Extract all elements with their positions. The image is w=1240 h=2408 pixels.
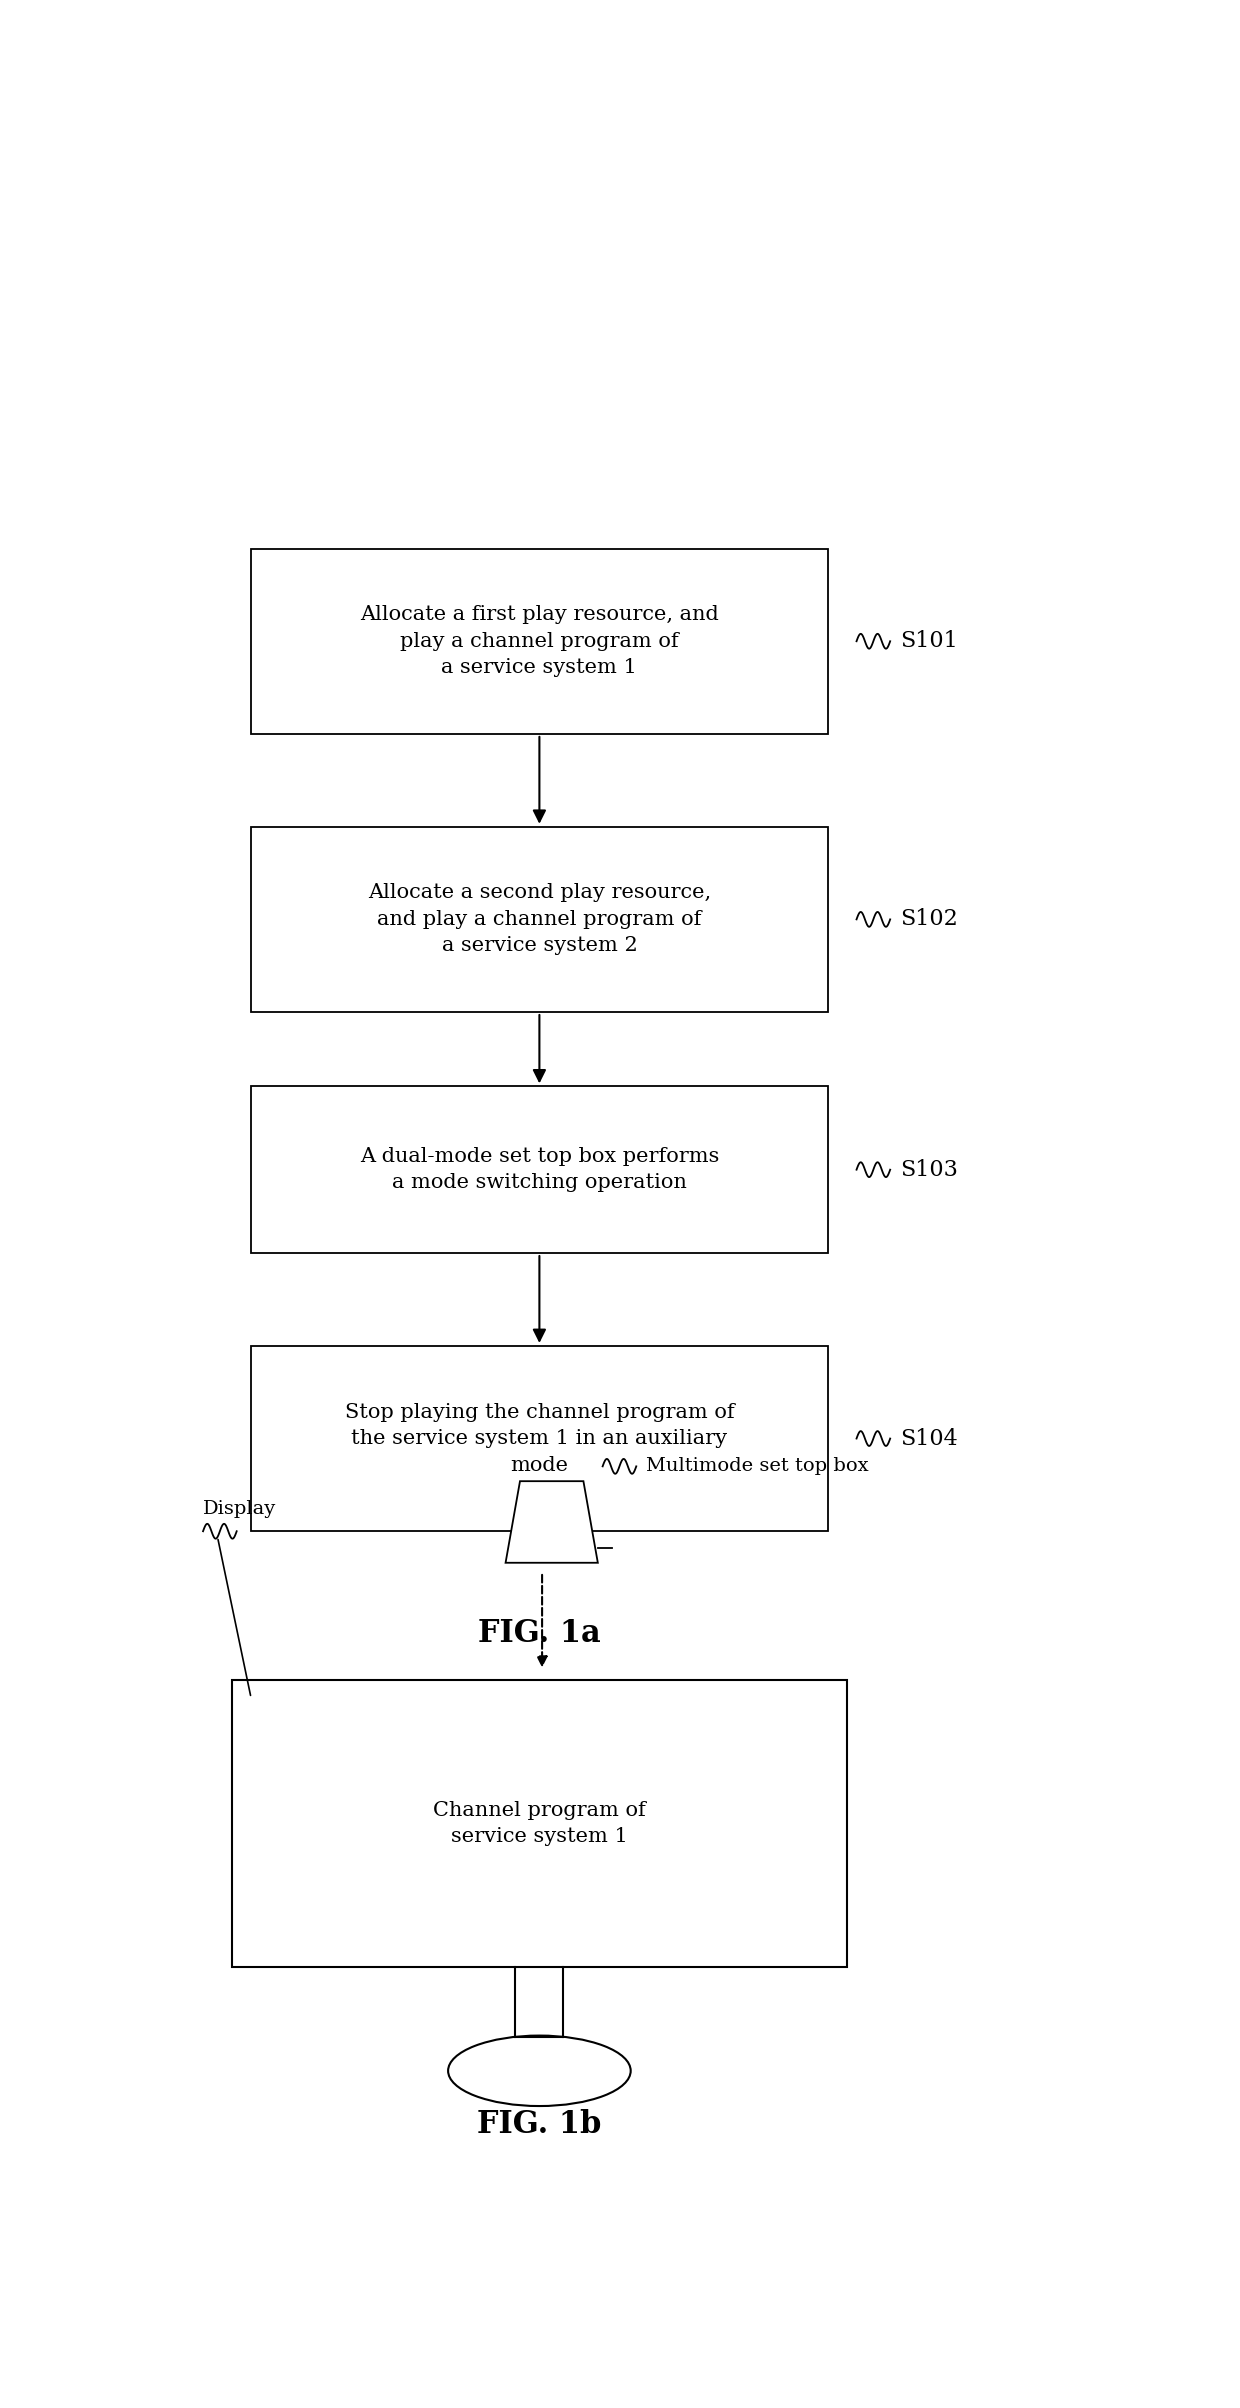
Text: Stop playing the channel program of
the service system 1 in an auxiliary
mode: Stop playing the channel program of the … [345,1401,734,1474]
Text: FIG. 1b: FIG. 1b [477,2109,601,2141]
FancyBboxPatch shape [250,1086,828,1252]
Text: Multimode set top box: Multimode set top box [646,1457,868,1476]
FancyBboxPatch shape [250,549,828,734]
Text: FIG. 1a: FIG. 1a [479,1618,600,1649]
Text: S104: S104 [900,1428,957,1450]
Text: S103: S103 [900,1158,957,1180]
Text: Allocate a first play resource, and
play a channel program of
a service system 1: Allocate a first play resource, and play… [360,604,719,677]
Ellipse shape [448,2035,631,2107]
Text: Channel program of
service system 1: Channel program of service system 1 [433,1801,646,1847]
Polygon shape [506,1481,598,1563]
Text: Allocate a second play resource,
and play a channel program of
a service system : Allocate a second play resource, and pla… [368,884,711,956]
FancyBboxPatch shape [250,826,828,1011]
Text: S101: S101 [900,631,957,653]
FancyBboxPatch shape [232,1681,847,1967]
Text: Display: Display [203,1500,277,1519]
Text: S102: S102 [900,908,957,929]
FancyBboxPatch shape [250,1346,828,1531]
Text: A dual-mode set top box performs
a mode switching operation: A dual-mode set top box performs a mode … [360,1146,719,1192]
